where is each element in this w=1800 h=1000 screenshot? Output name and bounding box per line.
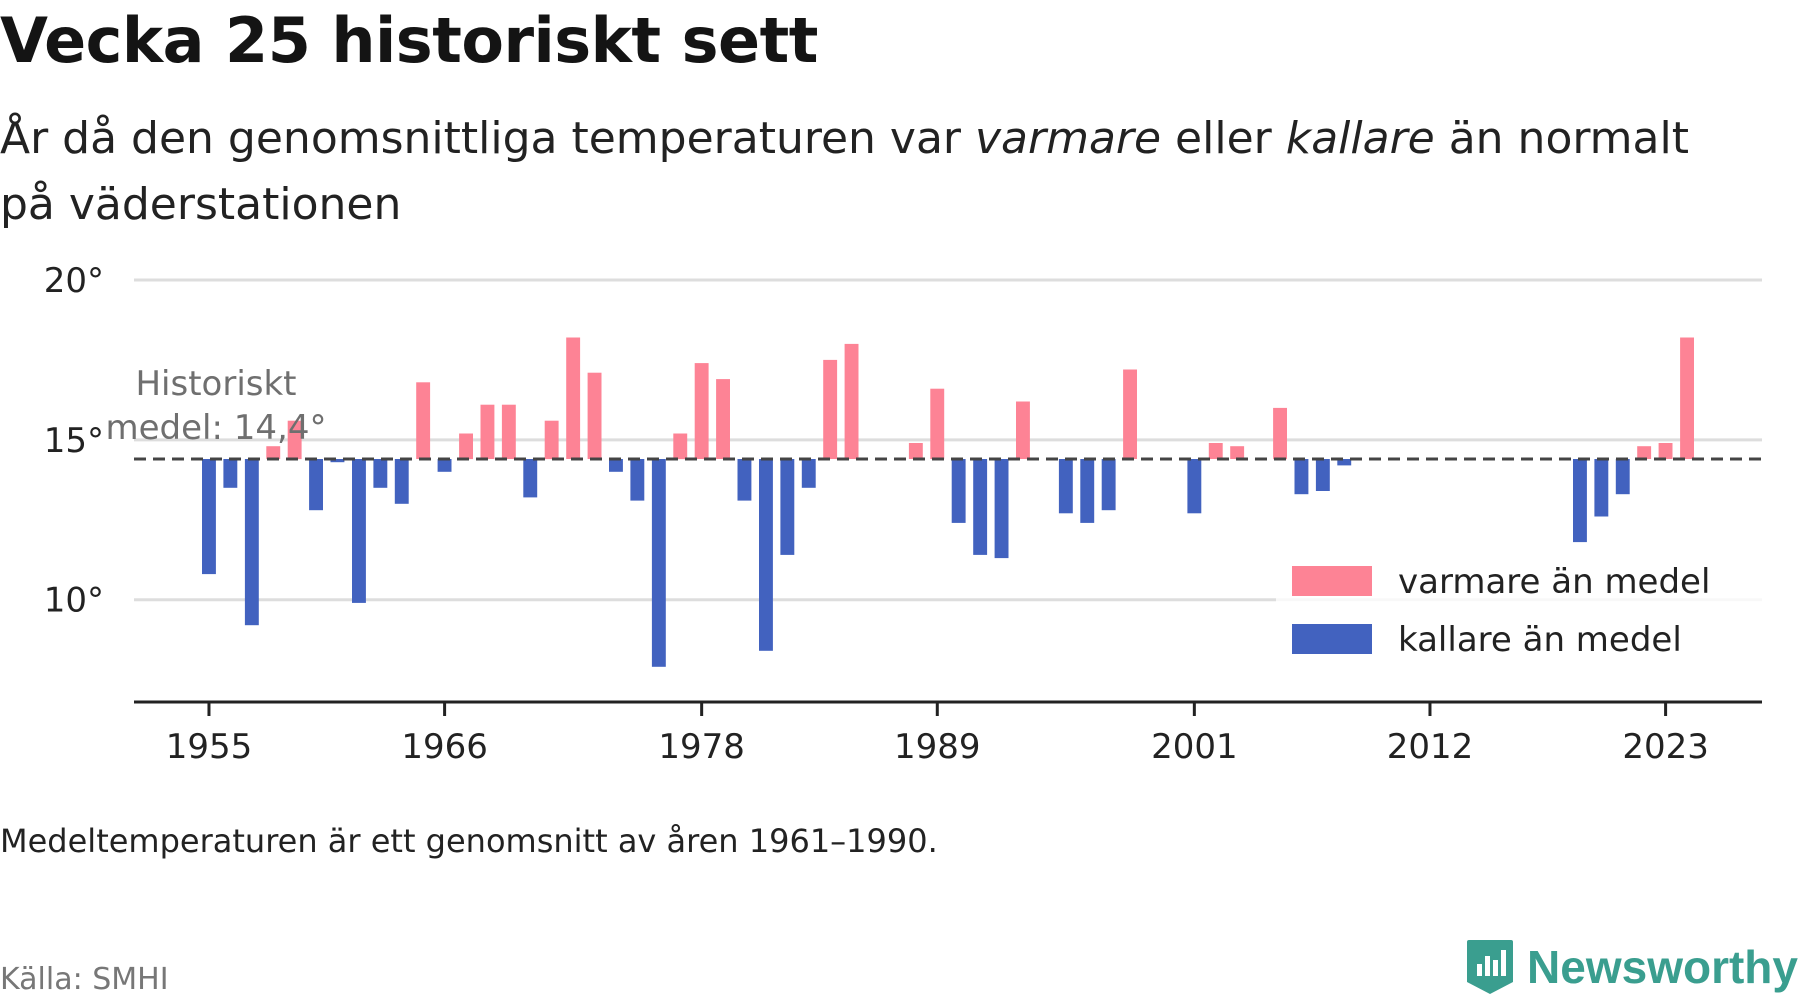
bar-2003 [1230, 446, 1245, 459]
legend: varmare än medel kallare än medel [1276, 546, 1764, 670]
bar-1969 [501, 404, 516, 459]
chart-subtitle: År då den genomsnittliga temperaturen va… [0, 106, 1720, 238]
source-credit: Källa: SMHI [0, 962, 169, 997]
average-label-line: Historiskt [135, 364, 296, 404]
chart-title: Vecka 25 historiskt sett [0, 4, 818, 77]
bar-1970 [523, 459, 538, 498]
x-axis: 1955 1966 1978 1989 2001 2012 2023 [134, 700, 1762, 767]
bar-1961 [330, 459, 345, 463]
bar-1983 [801, 459, 816, 488]
subtitle-text: eller [1161, 113, 1286, 164]
bar-2021 [1615, 459, 1630, 495]
bar-1964 [394, 459, 409, 504]
bar-1981 [759, 459, 773, 651]
y-tick-label: 10° [44, 581, 104, 621]
subtitle-text: År då den genomsnittliga temperaturen va… [0, 113, 975, 164]
x-tick-label: 2012 [1387, 727, 1474, 767]
bar-2002 [1208, 443, 1223, 459]
bar-2006 [1294, 459, 1309, 495]
bar-1972 [566, 337, 581, 459]
bar-2007 [1315, 459, 1330, 491]
bar-1960 [309, 459, 323, 511]
bar-2005 [1273, 407, 1287, 460]
bar-1968 [480, 404, 495, 459]
bar-1967 [459, 433, 473, 460]
bar-2020 [1594, 459, 1609, 517]
reference-layer: Historiskt medel: 14,4° [106, 364, 1762, 461]
newsworthy-logo-icon [1467, 940, 1514, 994]
bar-1956 [223, 459, 238, 488]
legend-swatch [1292, 624, 1372, 654]
x-tick-label: 1989 [894, 727, 981, 767]
bar-1991 [973, 459, 988, 555]
temperature-bar-chart: 10° 15° 20° Historiskt medel: 14,4° 1955 196… [44, 261, 1764, 767]
bar-2019 [1573, 459, 1587, 543]
y-tick-label: 15° [44, 421, 104, 461]
bar-1990 [951, 459, 966, 523]
bar-1992 [994, 459, 1009, 559]
bar-1962 [352, 459, 366, 603]
bar-1998 [1123, 369, 1137, 459]
bar-1989 [930, 388, 945, 459]
x-tick-label: 1966 [401, 727, 488, 767]
legend-swatch [1292, 566, 1372, 596]
bar-1996 [1080, 459, 1095, 523]
average-label-line: medel: 14,4° [106, 408, 327, 448]
bar-2024 [1680, 337, 1694, 459]
subtitle-text: än normalt på väderstationen [0, 113, 1689, 230]
y-tick-label: 20° [44, 261, 104, 301]
bar-1979 [716, 379, 730, 459]
footnote: Medeltemperaturen är ett genomsnitt av å… [0, 822, 938, 860]
bar-1965 [416, 382, 431, 459]
bar-1995 [1058, 459, 1073, 514]
bar-1973 [587, 372, 602, 459]
bar-1978 [694, 363, 709, 459]
legend-label: varmare än medel [1398, 562, 1710, 602]
bar-1980 [737, 459, 752, 501]
legend-label: kallare än medel [1398, 620, 1682, 660]
bar-1974 [609, 459, 623, 472]
bar-1988 [908, 443, 923, 459]
bar-1976 [651, 459, 666, 667]
bar-1984 [823, 359, 838, 459]
brand-logo[interactable]: Newsworthy [1465, 938, 1798, 996]
x-tick-label: 1955 [166, 727, 253, 767]
x-tick-label: 2001 [1151, 727, 1238, 767]
bar-2022 [1637, 446, 1652, 459]
bar-1982 [780, 459, 795, 555]
bar-2008 [1337, 459, 1352, 466]
subtitle-emphasis-colder: kallare [1285, 113, 1435, 164]
bar-1975 [630, 459, 645, 501]
average-label: Historiskt medel: 14,4° [106, 364, 327, 448]
bar-1977 [673, 433, 688, 460]
y-axis-labels: 10° 15° 20° [44, 261, 104, 621]
bar-2001 [1187, 459, 1202, 514]
bar-1955 [202, 459, 216, 575]
x-tick-label: 1978 [658, 727, 745, 767]
bars [202, 337, 1694, 667]
bar-1958 [266, 446, 281, 459]
bar-1997 [1101, 459, 1116, 511]
bar-1993 [1016, 401, 1030, 459]
bar-1957 [244, 459, 259, 626]
bar-1985 [844, 343, 859, 459]
subtitle-emphasis-warmer: varmare [974, 113, 1162, 164]
bar-1959 [287, 420, 302, 460]
bar-1971 [544, 420, 559, 460]
bar-1963 [373, 459, 388, 488]
bar-2023 [1658, 443, 1673, 459]
x-tick-label: 2023 [1622, 727, 1709, 767]
bar-1966 [437, 459, 452, 472]
brand-name: Newsworthy [1527, 941, 1798, 993]
